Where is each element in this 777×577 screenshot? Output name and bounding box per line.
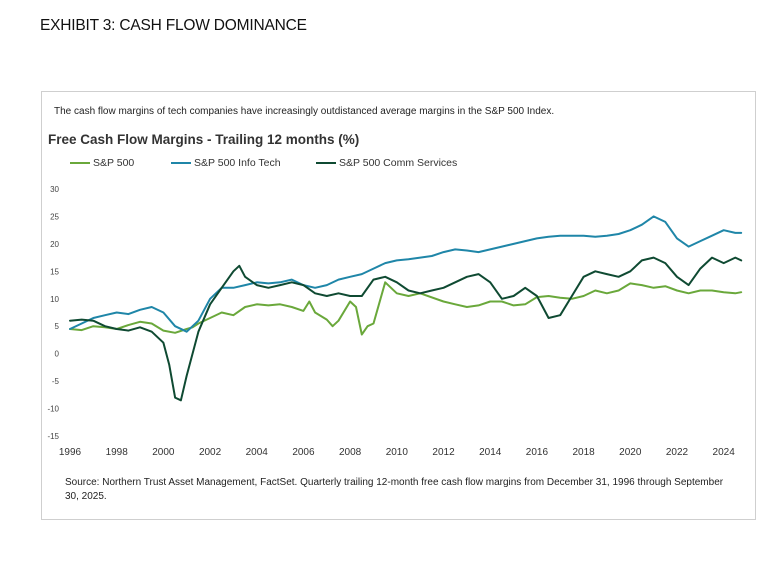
y-tick-label: 0 bbox=[55, 350, 60, 359]
y-tick-label: -10 bbox=[47, 405, 59, 414]
x-tick-label: 2012 bbox=[432, 447, 455, 458]
intro-text: The cash flow margins of tech companies … bbox=[54, 106, 555, 117]
legend-label-comm-services: S&P 500 Comm Services bbox=[339, 157, 458, 169]
x-tick-label: 2006 bbox=[292, 447, 315, 458]
series-line-sp500 bbox=[69, 281, 743, 336]
y-tick-label: -15 bbox=[47, 432, 59, 441]
x-tick-label: 2000 bbox=[152, 447, 175, 458]
x-tick-label: 2004 bbox=[246, 447, 269, 458]
legend-swatch-info-tech bbox=[171, 162, 191, 164]
y-tick-label: 10 bbox=[50, 295, 59, 304]
legend-item-sp500: S&P 500 bbox=[70, 157, 134, 169]
x-tick-label: 2014 bbox=[479, 447, 502, 458]
x-tick-label: 2002 bbox=[199, 447, 222, 458]
series-line-info-tech bbox=[69, 215, 743, 333]
x-tick-label: 2008 bbox=[339, 447, 362, 458]
y-tick-label: 5 bbox=[55, 322, 60, 331]
y-tick-label: 20 bbox=[50, 240, 59, 249]
source-note: Source: Northern Trust Asset Management,… bbox=[65, 477, 724, 502]
legend-swatch-sp500 bbox=[70, 162, 90, 164]
y-tick-label: 30 bbox=[50, 185, 59, 194]
x-tick-label: 2018 bbox=[572, 447, 595, 458]
x-tick-label: 2022 bbox=[666, 447, 689, 458]
legend-label-sp500: S&P 500 bbox=[93, 157, 135, 169]
y-tick-label: 15 bbox=[50, 267, 59, 276]
legend-swatch-comm-services bbox=[316, 162, 336, 164]
x-tick-label: 1998 bbox=[106, 447, 129, 458]
legend-item-comm-services: S&P 500 Comm Services bbox=[316, 157, 457, 169]
x-tick-label: 1996 bbox=[59, 447, 82, 458]
exhibit-title: EXHIBIT 3: CASH FLOW DOMINANCE bbox=[40, 17, 307, 34]
x-tick-label: 2016 bbox=[526, 447, 549, 458]
chart-card: The cash flow margins of tech companies … bbox=[41, 91, 756, 520]
legend-label-info-tech: S&P 500 Info Tech bbox=[194, 157, 281, 169]
legend-item-info-tech: S&P 500 Info Tech bbox=[171, 157, 281, 169]
y-tick-label: -5 bbox=[52, 377, 60, 386]
x-tick-label: 2010 bbox=[386, 447, 409, 458]
x-tick-label: 2024 bbox=[713, 447, 736, 458]
series-line-comm-services bbox=[69, 256, 743, 402]
y-tick-label: 25 bbox=[50, 212, 59, 221]
x-tick-label: 2020 bbox=[619, 447, 642, 458]
chart-title: Free Cash Flow Margins - Trailing 12 mon… bbox=[48, 132, 360, 147]
